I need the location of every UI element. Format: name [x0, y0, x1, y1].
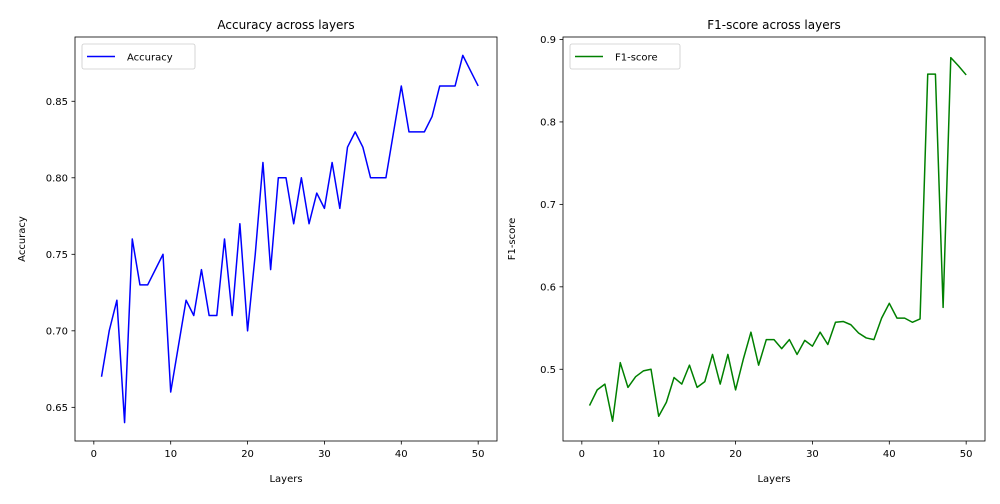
x-tick-label: 10	[164, 449, 177, 460]
chart-title: Accuracy across layers	[217, 18, 354, 32]
x-tick-label: 30	[318, 449, 331, 460]
legend-box	[81, 43, 196, 70]
y-tick-label: 0.5	[540, 365, 556, 376]
plot-area-frame	[74, 36, 498, 442]
series-line-accuracy	[100, 54, 479, 424]
y-tick-label: 0.65	[46, 403, 68, 414]
y-tick-label: 0.80	[46, 173, 68, 184]
x-tick-label: 30	[806, 449, 819, 460]
x-tick-label: 0	[579, 449, 585, 460]
series-line-f1-score	[588, 56, 967, 422]
x-tick-label: 20	[729, 449, 742, 460]
y-tick-label: 0.7	[540, 200, 556, 211]
y-axis-label: Accuracy	[17, 216, 28, 262]
x-tick-label: 50	[472, 449, 485, 460]
x-axis-label: Layers	[269, 474, 302, 485]
x-tick-label: 40	[883, 449, 896, 460]
y-tick-label: 0.8	[540, 117, 556, 128]
legend-box	[569, 43, 681, 70]
plot-area-frame	[562, 36, 986, 442]
y-tick-label: 0.70	[46, 326, 68, 337]
legend-label: F1-score	[615, 53, 658, 64]
x-tick-label: 20	[241, 449, 254, 460]
y-tick-label: 0.75	[46, 250, 68, 261]
accuracy-panel: 0 10 20 30 40 50 0.65 0.70 0.75 0.80 0.85 Accuracy …	[17, 18, 498, 485]
x-tick-label: 50	[960, 449, 973, 460]
y-tick-label: 0.85	[46, 97, 68, 108]
chart-title: F1-score across layers	[707, 18, 841, 32]
x-tick-label: 0	[91, 449, 97, 460]
x-tick-label: 10	[652, 449, 665, 460]
f1-score-panel: 0 10 20 30 40 50 0.5 0.6 0.7 0.8 0.9 F1-score acros…	[507, 18, 986, 485]
y-tick-label: 0.6	[540, 282, 556, 293]
x-axis-label: Layers	[757, 474, 790, 485]
y-axis-label: F1-score	[507, 218, 518, 261]
x-tick-label: 40	[395, 449, 408, 460]
legend-label: Accuracy	[127, 53, 173, 64]
y-tick-label: 0.9	[540, 35, 556, 46]
